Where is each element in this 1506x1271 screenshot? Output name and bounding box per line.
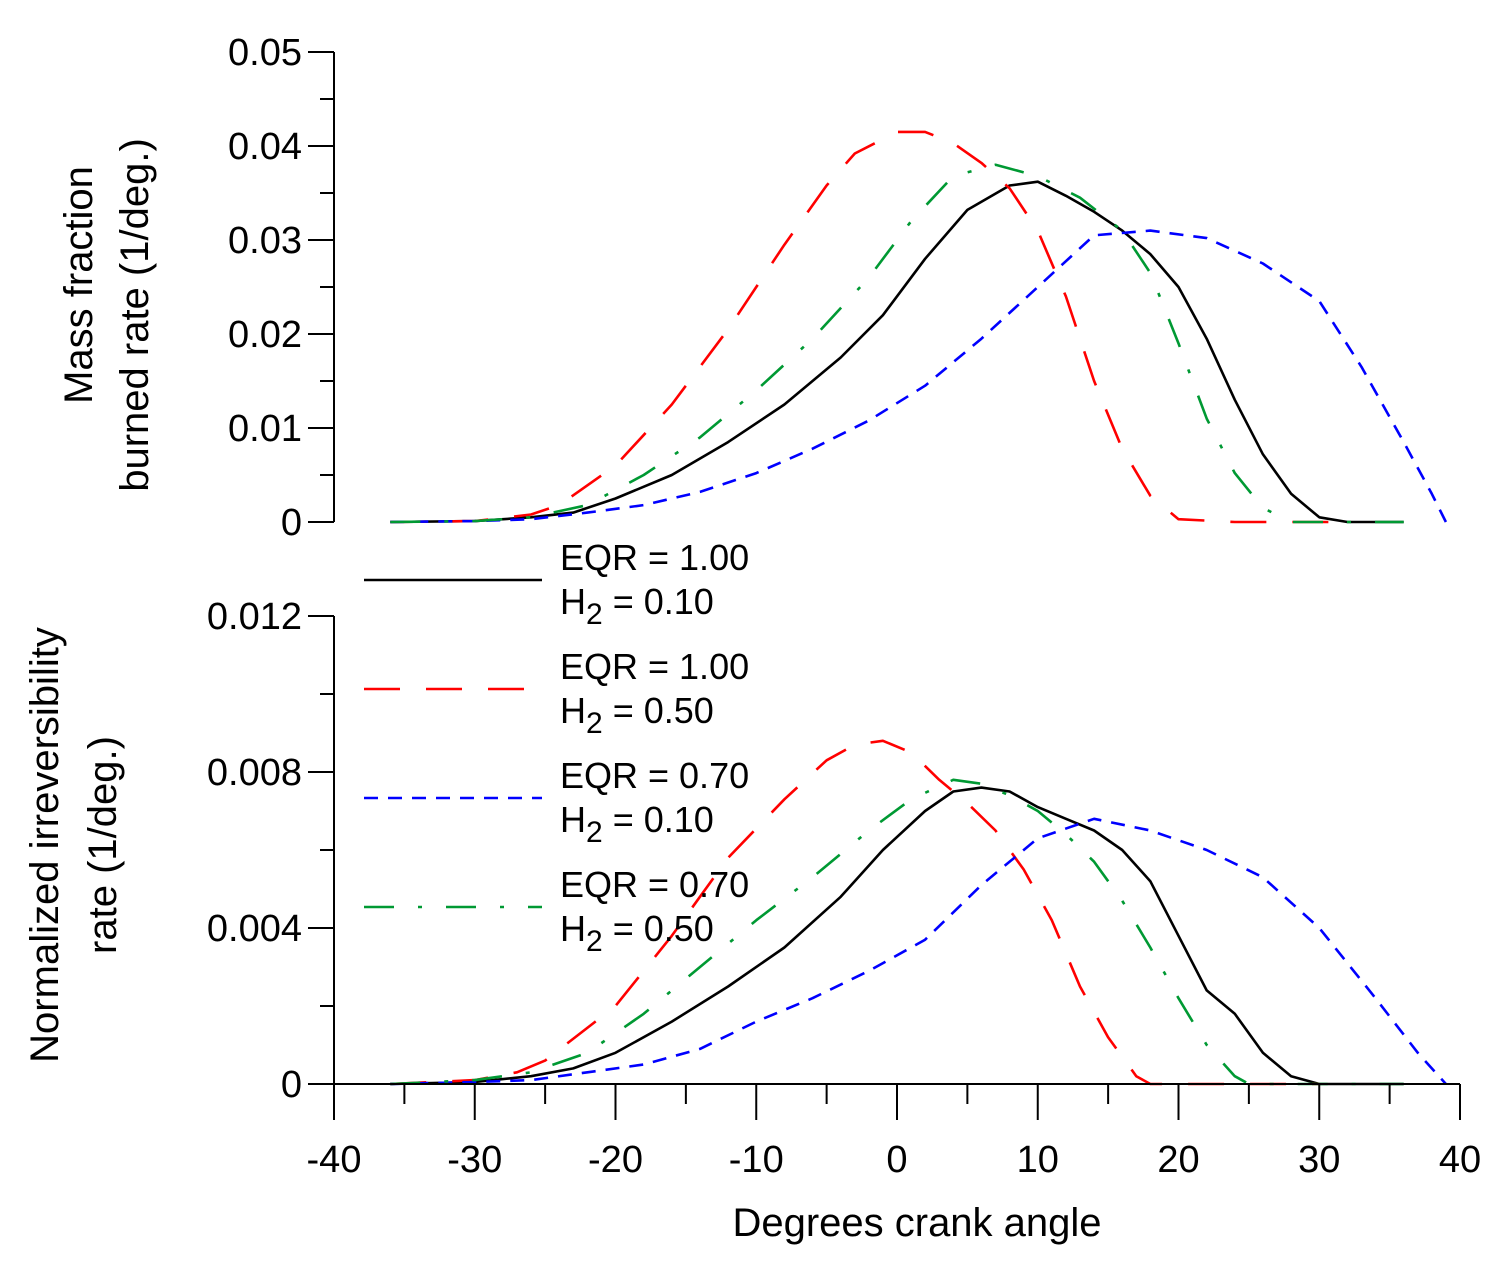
- bottom-series-line-2: [390, 739, 1320, 1086]
- legend-label-line2: H2 = 0.50: [560, 690, 714, 740]
- x-tick-label: 30: [1298, 1139, 1340, 1181]
- top-y-tick-label: 0.04: [228, 126, 302, 168]
- x-tick-label: -10: [729, 1139, 784, 1181]
- legend-value: = 0.50: [603, 908, 714, 949]
- top-series-line-4: [390, 163, 1404, 524]
- top-y-tick-label: 0: [281, 502, 302, 544]
- top-series-line-1: [390, 180, 1404, 524]
- top-y-tick-label: 0.01: [228, 408, 302, 450]
- legend-h-symbol: H: [560, 799, 586, 840]
- x-tick-label: 20: [1157, 1139, 1199, 1181]
- legend-label-line1: EQR = 1.00: [560, 646, 749, 687]
- legend-label-line2: H2 = 0.10: [560, 799, 714, 849]
- x-axis-title: Degrees crank angle: [732, 1201, 1101, 1245]
- bottom-y-tick-label: 0.004: [207, 908, 302, 950]
- legend-label-line1: EQR = 1.00: [560, 537, 749, 578]
- x-axis: -40 -30 -20 -10 0 10 20 30 40 Degrees crank angle: [307, 1083, 1481, 1245]
- legend-label-line2: H2 = 0.50: [560, 908, 714, 958]
- top-y-tick-label: 0.02: [228, 314, 302, 356]
- bottom-y-tick-label: 0.008: [207, 752, 302, 794]
- top-y-title-line2: burned rate (1/deg.): [113, 138, 157, 492]
- bottom-panel: 0 0.004 0.008 0.012 Normalized irreversibili…: [23, 596, 1447, 1106]
- bottom-y-title-line1: Normalized irreversibility: [23, 627, 67, 1063]
- bottom-y-tick-label: 0.012: [207, 596, 302, 638]
- legend-subscript: 2: [586, 598, 603, 631]
- top-panel: 0 0.01 0.02 0.03 0.04 0.05 Mass fraction burned…: [57, 32, 1448, 544]
- bottom-series-line-3: [390, 817, 1447, 1086]
- x-tick-label: 0: [886, 1139, 907, 1181]
- legend-h-symbol: H: [560, 581, 586, 622]
- legend-value: = 0.10: [603, 799, 714, 840]
- top-y-title-line1: Mass fraction: [57, 166, 101, 404]
- top-y-tick-label: 0.03: [228, 220, 302, 262]
- legend-value: = 0.10: [603, 581, 714, 622]
- legend-h-symbol: H: [560, 908, 586, 949]
- legend-h-symbol: H: [560, 690, 586, 731]
- legend-label-line1: EQR = 0.70: [560, 755, 749, 796]
- x-tick-label: -40: [307, 1139, 362, 1181]
- top-series-line-2: [390, 130, 1348, 524]
- bottom-series-line-1: [390, 786, 1404, 1086]
- legend-subscript: 2: [586, 816, 603, 849]
- bottom-series-line-4: [390, 778, 1404, 1086]
- legend-label-line1: EQR = 0.70: [560, 864, 749, 905]
- bottom-y-title-line2: rate (1/deg.): [81, 736, 125, 954]
- legend-subscript: 2: [586, 925, 603, 958]
- top-series-line-3: [390, 229, 1448, 524]
- legend-label-line2: H2 = 0.10: [560, 581, 714, 631]
- x-tick-label: 40: [1439, 1139, 1481, 1181]
- x-tick-label: 10: [1017, 1139, 1059, 1181]
- legend-value: = 0.50: [603, 690, 714, 731]
- x-tick-label: -30: [447, 1139, 502, 1181]
- x-tick-label: -20: [588, 1139, 643, 1181]
- top-y-tick-label: 0.05: [228, 32, 302, 74]
- legend-subscript: 2: [586, 707, 603, 740]
- bottom-y-tick-label: 0: [281, 1064, 302, 1106]
